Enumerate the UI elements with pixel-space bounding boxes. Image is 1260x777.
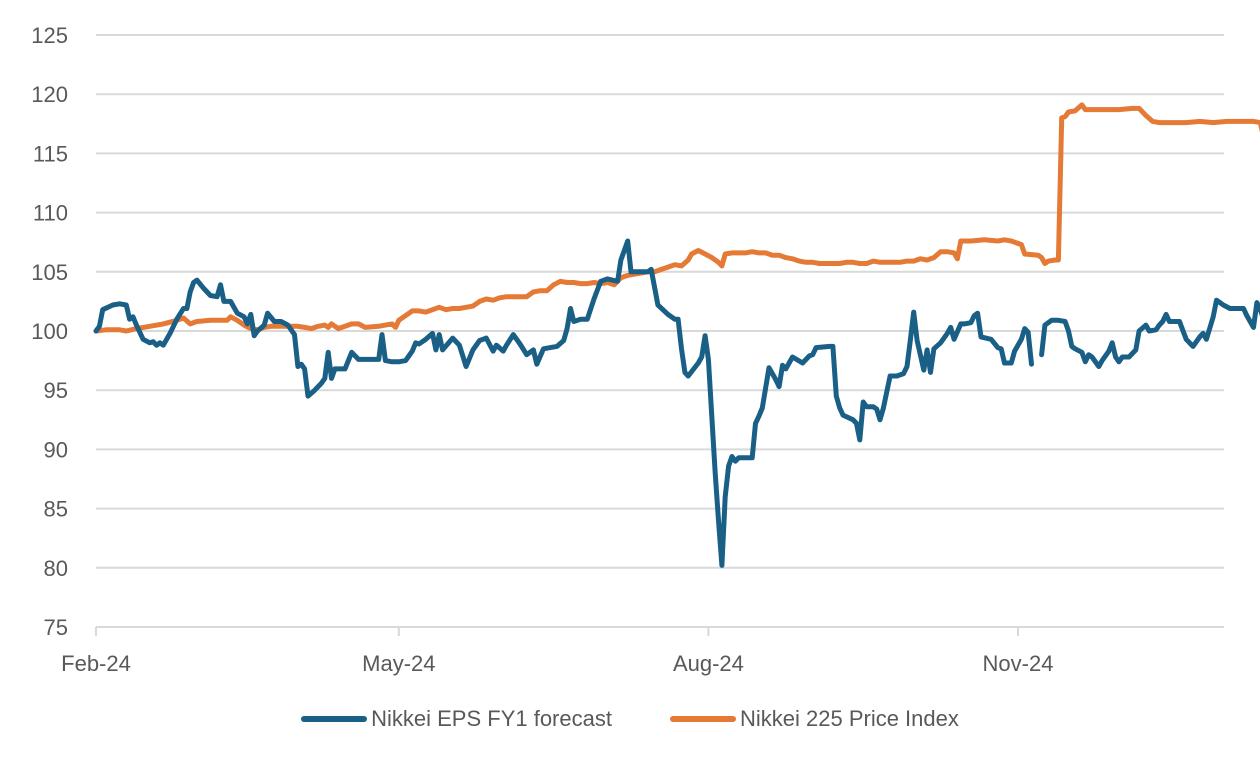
series-line-eps-forecast xyxy=(1039,297,1260,369)
line-chart: 75 80 85 90 95 100 105 110 115 120 125 Feb-24 May-2… xyxy=(31,23,1260,676)
y-tick-label: 85 xyxy=(44,497,68,522)
x-tick-label: May-24 xyxy=(362,651,435,676)
legend-label-eps: Nikkei EPS FY1 forecast xyxy=(371,706,612,731)
y-axis: 75 80 85 90 95 100 105 110 115 120 125 xyxy=(31,23,68,640)
y-tick-label: 105 xyxy=(31,260,68,285)
y-tick-label: 120 xyxy=(31,82,68,107)
x-axis: Feb-24 May-24 Aug-24 Nov-24 xyxy=(61,626,1224,676)
y-tick-label: 100 xyxy=(31,319,68,344)
x-tick-label: Aug-24 xyxy=(673,651,744,676)
legend-swatch-nikkei xyxy=(669,716,736,722)
series-line-nikkei-225 xyxy=(93,102,1260,334)
y-tick-label: 80 xyxy=(44,556,68,581)
series-line-eps-forecast xyxy=(93,238,1034,568)
y-tick-label: 95 xyxy=(44,378,68,403)
y-tick-label: 90 xyxy=(44,437,68,462)
legend-swatch-eps xyxy=(301,716,368,722)
y-tick-label: 110 xyxy=(33,201,68,226)
legend-label-nikkei: Nikkei 225 Price Index xyxy=(739,706,959,731)
y-tick-label: 75 xyxy=(44,615,68,640)
x-tick-label: Feb-24 xyxy=(61,651,131,676)
legend: Nikkei EPS FY1 forecast Nikkei 225 Price… xyxy=(0,706,1260,732)
gridlines xyxy=(96,34,1224,628)
y-tick-label: 125 xyxy=(31,23,68,48)
x-tick-label: Nov-24 xyxy=(983,651,1054,676)
legend-item-eps[interactable]: Nikkei EPS FY1 forecast xyxy=(301,706,612,732)
y-tick-label: 115 xyxy=(33,141,68,166)
legend-item-nikkei[interactable]: Nikkei 225 Price Index xyxy=(669,706,959,732)
series-lines xyxy=(93,102,1260,568)
